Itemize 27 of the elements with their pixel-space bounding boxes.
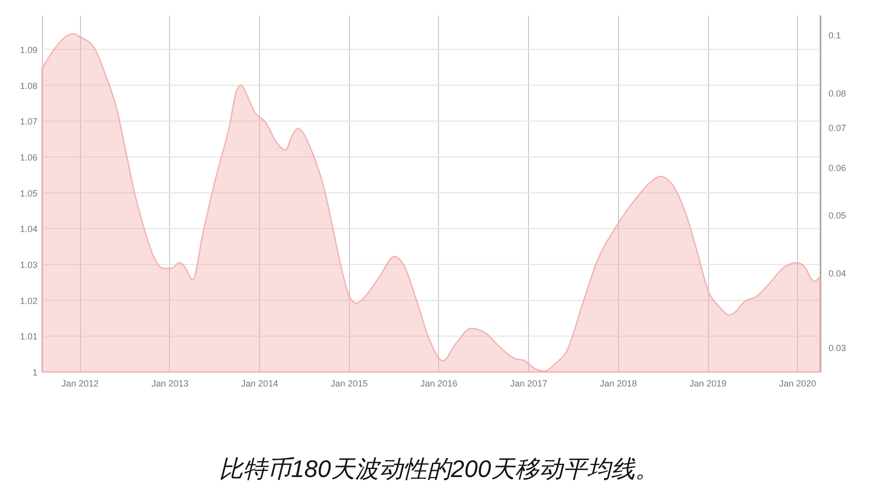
y2-tick-label: 0.1 — [828, 30, 842, 40]
x-tick-label: Jan 2018 — [600, 378, 637, 388]
y2-tick-label: 0.08 — [828, 88, 846, 98]
y2-tick-label: 0.04 — [828, 268, 846, 278]
x-tick-label: Jan 2013 — [151, 378, 188, 388]
y2-tick-label: 0.03 — [828, 343, 846, 354]
y2-tick-label: 0.05 — [828, 210, 846, 220]
y-tick-label: 1.06 — [20, 152, 38, 162]
x-tick-label: Jan 2015 — [330, 378, 368, 388]
y2-tick-label: 0.07 — [828, 123, 846, 134]
x-tick-label: Jan 2012 — [62, 378, 99, 388]
y-tick-label: 1.04 — [20, 224, 38, 234]
x-tick-label: Jan 2020 — [779, 378, 816, 388]
y-tick-label: 1.02 — [20, 296, 38, 306]
y-tick-label: 1.01 — [20, 332, 38, 342]
y-tick-label: 1.03 — [20, 260, 38, 270]
x-tick-label: Jan 2014 — [241, 378, 278, 388]
y-tick-label: 1.07 — [20, 116, 38, 127]
y-tick-label: 1.08 — [20, 80, 38, 91]
y-tick-label: 1.09 — [20, 44, 38, 55]
y-tick-label: 1.05 — [20, 188, 38, 198]
y-tick-label: 1 — [32, 368, 38, 378]
x-tick-label: Jan 2019 — [690, 378, 727, 388]
x-tick-label: Jan 2017 — [510, 378, 548, 388]
y2-tick-label: 0.06 — [828, 163, 846, 174]
text: 比特币180天波动性的200天移动平均线。 — [218, 456, 660, 483]
x-tick-label: Jan 2016 — [420, 378, 458, 388]
